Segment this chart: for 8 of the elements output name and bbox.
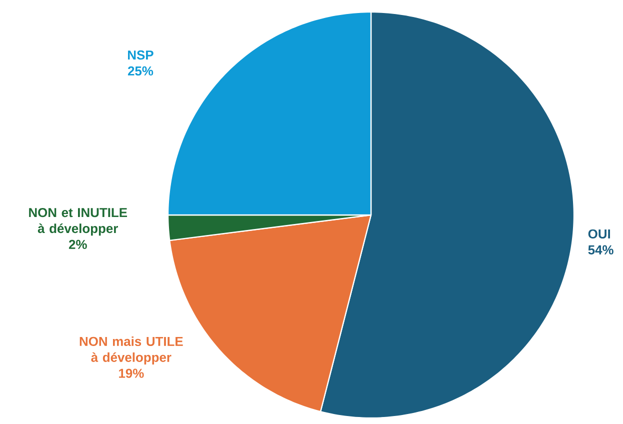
slice-label: NSP	[128, 50, 154, 60]
slice-label: NON et INUTILE à développer	[29, 208, 128, 236]
slice-label: OUI	[588, 229, 610, 239]
data-label: 25%	[128, 66, 154, 76]
data-label: 19%	[119, 368, 144, 378]
data-label: 2%	[68, 240, 87, 249]
slice-label: NON mais UTILE à développer	[80, 336, 183, 365]
data-label: 54%	[588, 245, 614, 254]
